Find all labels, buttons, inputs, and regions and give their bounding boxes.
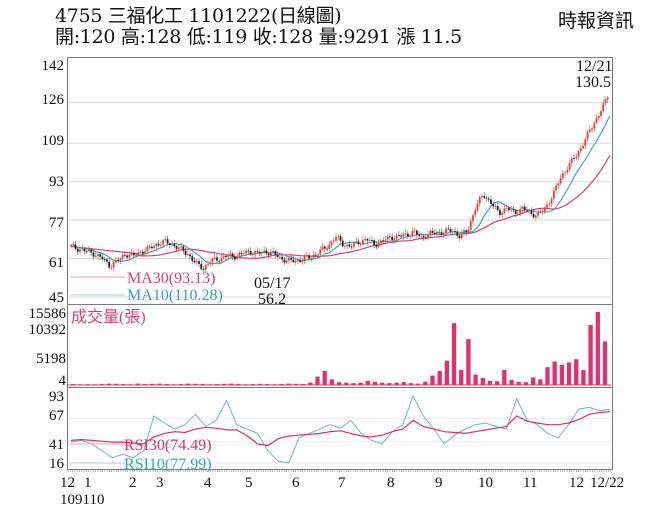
x-label: 10 bbox=[478, 475, 493, 491]
price-tick: 126 bbox=[42, 92, 65, 108]
low-value-annotation: 56.2 bbox=[258, 291, 286, 308]
x-label: 12/22 bbox=[590, 475, 624, 491]
volume-tick: 10392 bbox=[29, 322, 67, 338]
source-label: 時報資訊 bbox=[557, 10, 634, 32]
price-panel-frame bbox=[67, 57, 613, 305]
high-value-annotation: 130.5 bbox=[575, 74, 611, 91]
ohlc-summary: 開:120 高:128 低:119 收:128 量:9291 漲 11.5 bbox=[55, 26, 462, 48]
ma30-legend: MA30(93.13) bbox=[127, 270, 215, 287]
x-label: 9 bbox=[435, 475, 443, 491]
panel-frames bbox=[67, 57, 613, 470]
x-label: 12 bbox=[60, 475, 75, 491]
volume-bars bbox=[68, 312, 611, 386]
rsi-tick: 16 bbox=[49, 456, 65, 472]
x-label: 1 bbox=[84, 475, 92, 491]
rsi-tick: 93 bbox=[49, 389, 64, 405]
volume-axis: 15586 10392 5198 4 bbox=[29, 306, 67, 389]
rsi-lines bbox=[70, 394, 611, 464]
x-label: 8 bbox=[387, 475, 395, 491]
ma10-legend: MA10(110.28) bbox=[127, 287, 223, 304]
x-label: 3 bbox=[156, 475, 164, 491]
x-label: 11 bbox=[523, 475, 537, 491]
candlesticks bbox=[70, 95, 609, 273]
price-tick: 93 bbox=[49, 174, 64, 190]
price-tick: 45 bbox=[49, 290, 64, 306]
x-year-label: 109110 bbox=[60, 492, 104, 508]
chart-title: 4755 三福化工 1101222(日線圖) bbox=[55, 5, 342, 27]
price-tick: 142 bbox=[42, 58, 65, 74]
x-label: 7 bbox=[338, 475, 346, 491]
volume-tick: 4 bbox=[59, 373, 67, 389]
rsi-panel-frame bbox=[67, 387, 613, 470]
price-tick: 77 bbox=[49, 215, 65, 231]
x-axis: 12 1 2 3 4 5 6 7 8 9 10 11 12 12/22 1091… bbox=[60, 475, 624, 508]
rsi-tick: 41 bbox=[49, 437, 64, 453]
low-date-annotation: 05/17 bbox=[254, 275, 290, 292]
x-label: 4 bbox=[204, 475, 212, 491]
rsi-axis: 93 67 41 16 bbox=[49, 389, 65, 472]
x-label: 2 bbox=[129, 475, 137, 491]
volume-tick: 15586 bbox=[29, 306, 67, 322]
volume-title: 成交量(張) bbox=[71, 308, 146, 326]
x-label: 6 bbox=[292, 475, 300, 491]
rsi10-legend: RSI10(77.99) bbox=[124, 456, 212, 473]
price-tick: 61 bbox=[49, 255, 64, 271]
volume-panel-frame bbox=[67, 304, 613, 388]
rsi-tick: 67 bbox=[49, 408, 65, 424]
x-axis-ticks bbox=[67, 470, 612, 472]
high-date-annotation: 12/21 bbox=[576, 58, 612, 75]
rsi30-legend: RSI30(74.49) bbox=[124, 437, 212, 454]
x-label: 5 bbox=[245, 475, 253, 491]
price-axis: 142 126 109 93 77 61 45 bbox=[42, 58, 65, 306]
x-label: 12 bbox=[569, 475, 584, 491]
price-tick: 109 bbox=[42, 133, 65, 149]
volume-tick: 5198 bbox=[36, 351, 66, 367]
